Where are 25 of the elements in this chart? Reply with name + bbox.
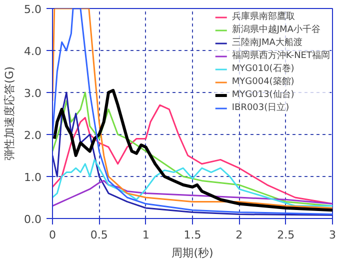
x-tick-label: 0.5: [90, 228, 108, 242]
x-tick-label: 1.5: [184, 228, 202, 242]
legend-label: 福岡県西方沖K-NET福岡: [232, 50, 330, 62]
legend-label: 新潟県中越JMA小千谷: [232, 24, 320, 36]
y-axis-title: 弾性加速度応答(G): [3, 66, 16, 161]
y-tick-label: 4.0: [24, 45, 42, 58]
x-tick-label: 1: [142, 228, 150, 242]
y-tick-label: 0.0: [24, 213, 42, 226]
y-tick-label: 2.0: [24, 129, 42, 142]
x-tick-label: 0: [49, 228, 56, 242]
y-tick-label: 3.0: [24, 87, 42, 100]
legend-label: IBR003(日立): [232, 102, 290, 114]
x-tick-label: 2: [236, 228, 243, 242]
legend-label: MYG010(石巻): [232, 62, 294, 75]
legend-label: 兵庫県南部鷹取: [232, 10, 295, 23]
legend-label: MYG013(仙台): [232, 88, 294, 101]
line-series: [52, 158, 332, 207]
x-axis-title: 周期(秒): [172, 246, 214, 260]
y-tick-label: 5.0: [24, 3, 42, 16]
x-tick-label: 3: [329, 228, 336, 242]
line-series: [52, 180, 332, 207]
legend-label: 三陸南JMA大船渡: [232, 36, 302, 49]
y-tick-label: 1.0: [24, 171, 42, 184]
x-tick-label: 2.5: [277, 228, 295, 242]
legend-label: MYG004(築館): [232, 76, 294, 88]
